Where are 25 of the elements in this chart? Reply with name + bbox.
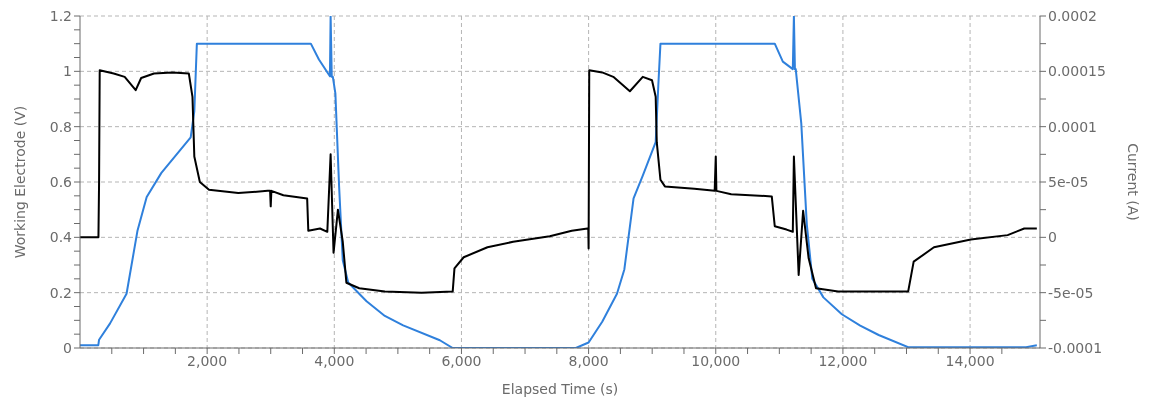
y-tick-label: 0 (63, 339, 72, 356)
y2-tick-label: 0.00015 (1048, 63, 1106, 80)
y-axis-title: Working Electrode (V) (11, 105, 28, 259)
y2-tick-label: 0.0002 (1048, 7, 1097, 24)
y-tick-label: 1.2 (49, 7, 72, 24)
y-tick-label: 1 (63, 63, 72, 80)
x-tick-label: 6,000 (441, 352, 482, 369)
y2-tick-label: -0.0001 (1048, 339, 1103, 356)
x-tick-label: 2,000 (187, 352, 228, 369)
y2-tick-label: 0.0001 (1048, 118, 1097, 135)
y-tick-label: 0.4 (49, 229, 73, 246)
x-tick-label: 12,000 (818, 352, 868, 369)
x-tick-label: 14,000 (945, 352, 995, 369)
y2-tick-label: -5e-05 (1048, 284, 1094, 301)
y-tick-label: 0.2 (49, 284, 72, 301)
x-tick-label: 10,000 (691, 352, 741, 369)
line-series (80, 69, 1038, 294)
y-tick-label: 0.6 (49, 173, 73, 190)
x-axis-title: Elapsed Time (s) (501, 381, 619, 397)
y2-tick-label: 0 (1048, 229, 1057, 246)
y-tick-label: 0.8 (49, 118, 72, 135)
x-tick-label: 4,000 (314, 352, 355, 369)
y2-tick-label: 5e-05 (1048, 173, 1089, 190)
y2-axis-title: Current (A) (1125, 143, 1142, 221)
x-tick-label: 8,000 (568, 352, 609, 369)
